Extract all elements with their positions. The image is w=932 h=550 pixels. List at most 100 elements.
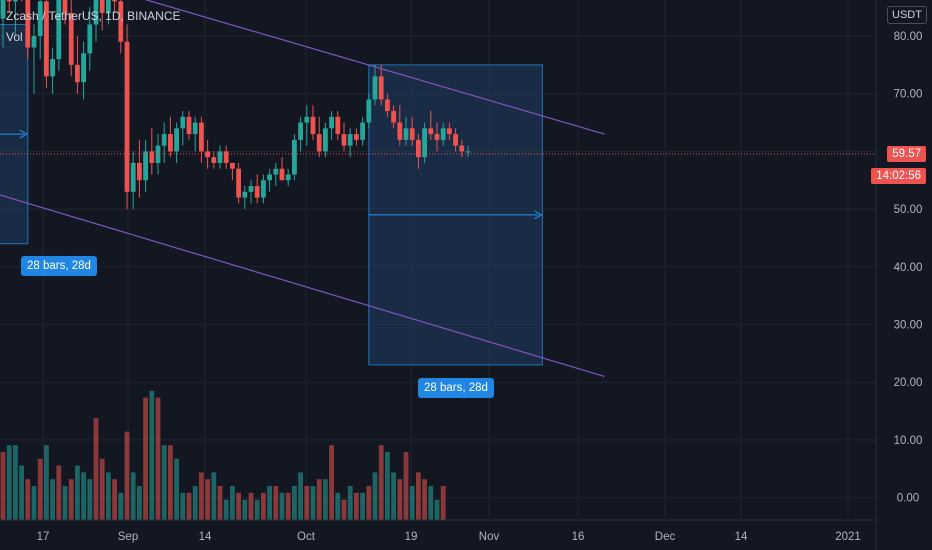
candle-body [211, 157, 217, 163]
candle-body [93, 0, 99, 25]
candle-body [68, 12, 74, 65]
volume-bar [6, 445, 12, 520]
volume-bar [174, 458, 179, 520]
currency-selector[interactable]: USDT [887, 6, 927, 24]
time-tick-label: Oct [297, 531, 316, 543]
candle-body [248, 186, 254, 192]
volume-bar [93, 418, 99, 520]
candle-body [273, 168, 279, 175]
volume-bar [205, 479, 210, 520]
candle-body [422, 128, 427, 158]
volume-bar [254, 499, 260, 520]
candle-body [130, 162, 136, 192]
volume-bar [217, 486, 223, 520]
countdown-tag: 14:02:56 [871, 168, 926, 184]
candle-body [106, 0, 111, 13]
volume-bar [422, 479, 427, 520]
candle-body [75, 64, 80, 83]
volume-bar [267, 486, 272, 520]
candle-body [50, 59, 55, 77]
candle-body [6, 0, 12, 2]
volume-bar [186, 492, 192, 520]
candle-body [267, 174, 272, 181]
volume-bar [87, 479, 93, 520]
date-range-label-1[interactable]: 28 bars, 28d [21, 256, 97, 276]
candle-body [403, 128, 409, 140]
candle-body [465, 151, 471, 153]
volume-bar [13, 445, 18, 520]
volume-bar [99, 458, 105, 520]
volume-bar [81, 472, 86, 520]
candle-body [310, 116, 316, 135]
candle-body [459, 145, 465, 152]
volume-indicator-label[interactable]: Vol [6, 30, 23, 44]
volume-bar [292, 486, 297, 520]
volume-bar [360, 492, 365, 520]
channel-upper-line[interactable] [0, 0, 605, 135]
volume-bar [440, 486, 446, 520]
candle-body [323, 128, 328, 152]
volume-bar [391, 472, 396, 520]
price-tick-label: 80.00 [894, 31, 923, 43]
volume-bar [124, 431, 130, 520]
last-price-tag: 59.57 [887, 146, 926, 162]
volume-bar [25, 479, 31, 520]
volume-bar [0, 452, 6, 520]
candle-body [416, 139, 421, 158]
volume-bar [211, 472, 217, 520]
candle-body [378, 76, 384, 100]
candle-body [242, 191, 248, 198]
volume-bar [230, 486, 235, 520]
price-tick-label: 30.00 [894, 320, 923, 332]
volume-bar [155, 397, 161, 520]
time-tick-label: 2021 [835, 531, 861, 543]
volume-bar [403, 452, 409, 520]
volume-bar [62, 486, 68, 520]
candle-body [31, 36, 37, 48]
candle-body [87, 24, 93, 54]
time-tick-label: 14 [199, 531, 212, 543]
candle-body [261, 180, 266, 198]
volume-bar [279, 492, 285, 520]
date-range-label-2[interactable]: 28 bars, 28d [418, 378, 494, 398]
volume-bar [31, 486, 37, 520]
candle-body [366, 99, 372, 123]
volume-bar [316, 479, 322, 520]
volume-bar [149, 390, 155, 520]
candle-body [298, 122, 303, 140]
candle-body [230, 162, 235, 169]
candle-body [137, 162, 142, 181]
volume-bar [248, 492, 254, 520]
volume-bar [366, 486, 372, 520]
volume-bar [409, 486, 415, 520]
volume-bar [19, 465, 24, 520]
candle-body [118, 1, 124, 42]
candle-body [453, 134, 458, 146]
volume-bar [304, 486, 310, 520]
volume-bar [143, 397, 148, 520]
price-tick-label: 70.00 [894, 89, 923, 101]
candle-body [186, 116, 192, 135]
volume-bar [397, 479, 403, 520]
volume-bar [434, 499, 440, 520]
candle-body [341, 134, 347, 146]
volume-bar [223, 499, 229, 520]
symbol-title[interactable]: Zcash / TetherUS, 1D, BINANCE [6, 9, 181, 23]
time-tick-label: 16 [572, 531, 585, 543]
candle-body [440, 128, 446, 140]
candle-body [397, 122, 403, 140]
candle-body [385, 99, 390, 112]
candle-body [155, 145, 161, 163]
volume-bar [261, 492, 266, 520]
volume-bar [329, 445, 334, 520]
price-tick-label: 0.00 [897, 493, 919, 505]
candle-body [316, 134, 322, 152]
volume-bar [323, 479, 328, 520]
time-tick-label: Dec [655, 531, 676, 543]
channel-lower-line[interactable] [0, 146, 605, 378]
candle-body [168, 134, 173, 152]
candle-body [56, 0, 62, 60]
price-tick-label: 40.00 [894, 262, 923, 274]
candle-body [285, 174, 291, 181]
